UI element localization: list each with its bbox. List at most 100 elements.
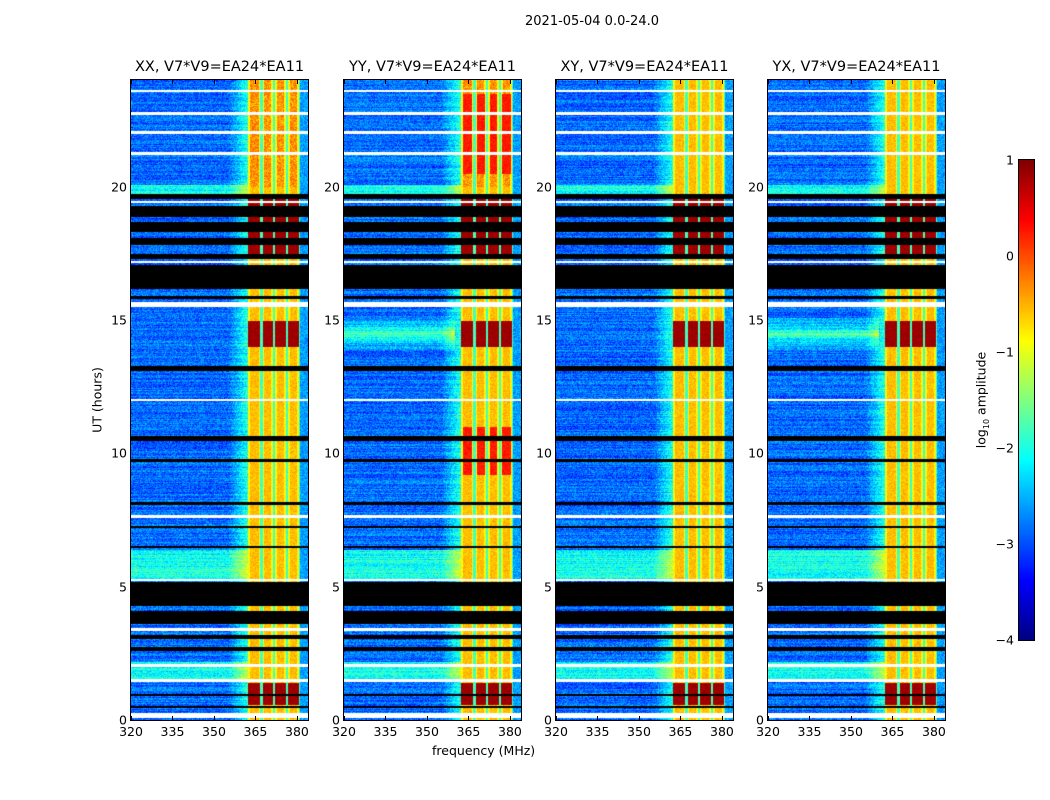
heatmap-xy [556,80,733,720]
x-tick-label: 365 [880,724,905,739]
x-tick-label: 350 [415,724,439,739]
y-tick-label: 15 [748,312,764,328]
x-tick-label: 380 [710,724,734,739]
heatmap-yy [344,80,521,720]
x-tick-mark [721,80,723,84]
y-tick-label: 0 [756,712,764,728]
y-tick-label: 20 [324,179,340,195]
y-tick-label: 0 [332,712,340,728]
y-tick-label: 10 [324,445,340,461]
x-tick-mark [213,80,215,84]
x-tick-mark [556,716,557,720]
x-tick-label: 335 [797,724,822,739]
x-tick-mark [680,716,682,720]
colorbar-tick-label: −3 [995,536,1014,552]
x-tick-label: 380 [285,724,309,739]
heatmap-yx [768,80,945,720]
x-tick-mark [172,716,174,720]
panel-title-yy: YY, V7*V9=EA24*EA11 [349,59,516,75]
x-tick-mark [809,80,811,84]
heatmap-xx [131,80,308,720]
colorbar-tick-label: −2 [995,440,1014,456]
y-tick-label: 5 [332,579,340,595]
x-tick-mark [172,80,174,84]
y-tick-label: 5 [756,579,764,595]
x-tick-mark [385,80,387,84]
x-tick-mark [850,80,852,84]
x-tick-mark [597,80,599,84]
x-tick-mark [255,716,257,720]
x-tick-label: 350 [839,724,863,739]
y-tick-label: 10 [748,445,764,461]
colorbar-label: log10 amplitude [973,351,991,449]
x-tick-mark [344,80,345,84]
x-tick-label: 350 [202,724,226,739]
y-axis-label: UT (hours) [89,367,105,433]
x-tick-mark [721,716,723,720]
x-tick-label: 350 [627,724,651,739]
x-tick-mark [892,716,894,720]
x-tick-mark [509,716,511,720]
x-tick-mark [296,716,298,720]
x-tick-label: 320 [544,724,568,739]
x-tick-mark [556,80,557,84]
x-tick-mark [296,80,298,84]
x-tick-label: 365 [668,724,693,739]
x-tick-mark [255,80,257,84]
y-tick-label: 15 [111,312,127,328]
y-tick-label: 20 [748,179,764,195]
x-tick-mark [892,80,894,84]
x-axis-label: frequency (MHz) [432,743,536,758]
y-tick-label: 10 [536,445,552,461]
x-tick-mark [213,716,215,720]
colorbar-tick-label: 0 [1006,248,1014,264]
x-tick-mark [680,80,682,84]
panel-title-xy: XY, V7*V9=EA24*EA11 [560,59,729,75]
x-tick-mark [768,716,769,720]
y-tick-label: 5 [544,579,552,595]
x-tick-mark [850,716,852,720]
x-tick-mark [468,716,470,720]
colorbar [1019,160,1034,640]
y-tick-label: 15 [324,312,340,328]
x-tick-label: 365 [456,724,481,739]
colorbar-tick-label: −4 [995,632,1014,648]
x-tick-mark [768,80,769,84]
y-tick-label: 0 [544,712,552,728]
x-tick-mark [638,716,640,720]
x-tick-label: 335 [585,724,610,739]
x-tick-mark [809,716,811,720]
x-tick-label: 365 [243,724,268,739]
x-tick-label: 320 [119,724,143,739]
x-tick-label: 380 [922,724,946,739]
x-tick-label: 320 [332,724,356,739]
colorbar-tick-label: −1 [995,344,1014,360]
y-tick-label: 0 [119,712,127,728]
x-tick-mark [131,716,132,720]
x-tick-mark [468,80,470,84]
y-tick-label: 15 [536,312,552,328]
colorbar-tick-label: 1 [1006,152,1014,168]
x-tick-mark [509,80,511,84]
x-tick-mark [597,716,599,720]
panel-title-yx: YX, V7*V9=EA24*EA11 [772,59,941,75]
x-tick-mark [933,80,935,84]
x-tick-label: 335 [373,724,398,739]
x-tick-label: 380 [498,724,522,739]
y-tick-label: 20 [536,179,552,195]
y-tick-label: 20 [111,179,127,195]
x-tick-mark [638,80,640,84]
x-tick-label: 320 [756,724,780,739]
y-tick-label: 10 [111,445,127,461]
x-tick-mark [426,716,428,720]
panel-title-xx: XX, V7*V9=EA24*EA11 [134,59,305,75]
x-tick-label: 335 [160,724,185,739]
figure-title: 2021-05-04 0.0-24.0 [525,14,659,29]
x-tick-mark [426,80,428,84]
x-tick-mark [933,716,935,720]
x-tick-mark [385,716,387,720]
x-tick-mark [344,716,345,720]
x-tick-mark [131,80,132,84]
y-tick-label: 5 [119,579,127,595]
